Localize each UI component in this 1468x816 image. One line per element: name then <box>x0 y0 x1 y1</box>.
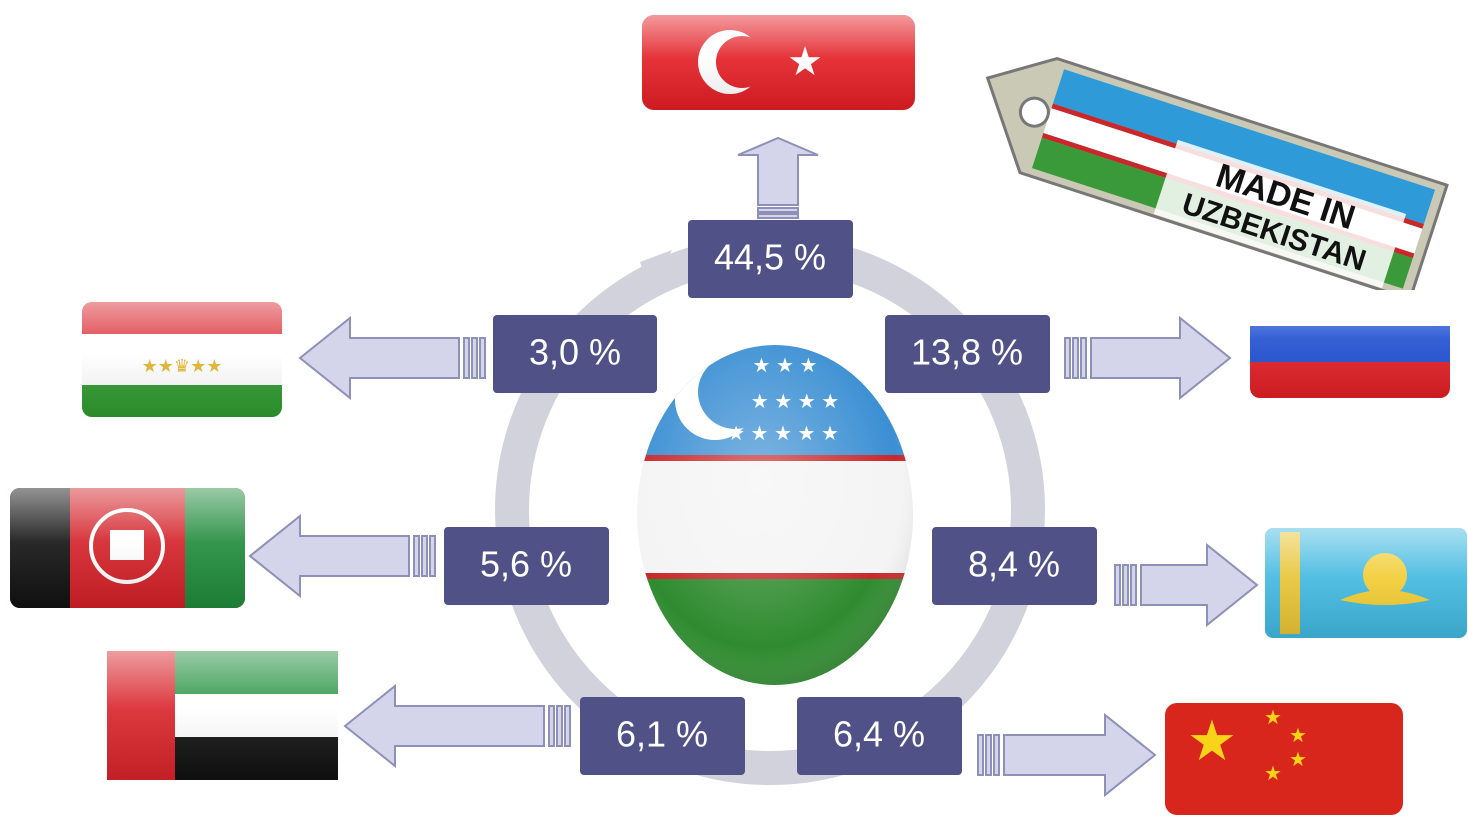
share-label: 6,1 % <box>616 714 708 755</box>
arrow <box>1114 564 1121 606</box>
arrow <box>413 535 420 577</box>
arrow <box>429 535 436 577</box>
arrow <box>556 705 563 747</box>
arrow <box>1064 337 1071 379</box>
flag-turkey: ★ <box>642 15 915 110</box>
share-label: 5,6 % <box>480 544 572 585</box>
arrow <box>1003 712 1157 798</box>
flag-kazakhstan <box>1265 528 1467 638</box>
svg-text:★: ★ <box>1264 763 1282 785</box>
made-in-uzbekistan-tag: MADE IN UZBEKISTAN <box>985 56 1449 302</box>
arrow <box>463 337 470 379</box>
svg-text:★: ★ <box>1187 709 1237 772</box>
arrow <box>564 705 571 747</box>
arrow <box>737 136 819 206</box>
arrow <box>471 337 478 379</box>
svg-text:★: ★ <box>1289 749 1307 771</box>
arrow <box>548 705 555 747</box>
share-label: 3,0 % <box>529 332 621 373</box>
share-box <box>885 315 1050 393</box>
share-box <box>493 315 657 393</box>
arrow <box>1090 315 1232 401</box>
arrow <box>1130 564 1137 606</box>
arrow <box>993 734 1000 776</box>
arrow <box>985 734 992 776</box>
arrow <box>757 207 799 213</box>
share-box <box>688 220 853 298</box>
arrow <box>298 315 460 401</box>
share-label: 8,4 % <box>968 544 1060 585</box>
arrow <box>1080 337 1087 379</box>
flag-china: ★ ★★★★ <box>1165 703 1403 815</box>
arrow <box>479 337 486 379</box>
arrow <box>757 213 799 219</box>
share-label: 44,5 % <box>714 237 826 278</box>
ring-arrowhead <box>640 250 672 290</box>
arrow <box>977 734 984 776</box>
svg-text:★: ★ <box>1264 707 1282 729</box>
share-box <box>444 527 609 605</box>
arrow <box>343 683 545 769</box>
share-box <box>797 697 962 775</box>
flag-afghanistan <box>10 488 245 608</box>
share-label: 6,4 % <box>833 714 925 755</box>
arrow <box>248 513 410 599</box>
share-box <box>932 527 1097 605</box>
flag-tajikistan: ★★♛★★ <box>82 302 282 417</box>
arrow <box>421 535 428 577</box>
arrow <box>1140 542 1259 628</box>
svg-text:★: ★ <box>1289 725 1307 747</box>
share-box <box>580 697 745 775</box>
share-label: 13,8 % <box>911 332 1023 373</box>
uzbek-egg: ★ ★ ★★ ★ ★ ★★ ★ ★ ★ ★ <box>637 345 913 685</box>
flag-uae <box>107 651 338 780</box>
arrow <box>1072 337 1079 379</box>
flag-russia <box>1250 290 1450 398</box>
arrow <box>1122 564 1129 606</box>
